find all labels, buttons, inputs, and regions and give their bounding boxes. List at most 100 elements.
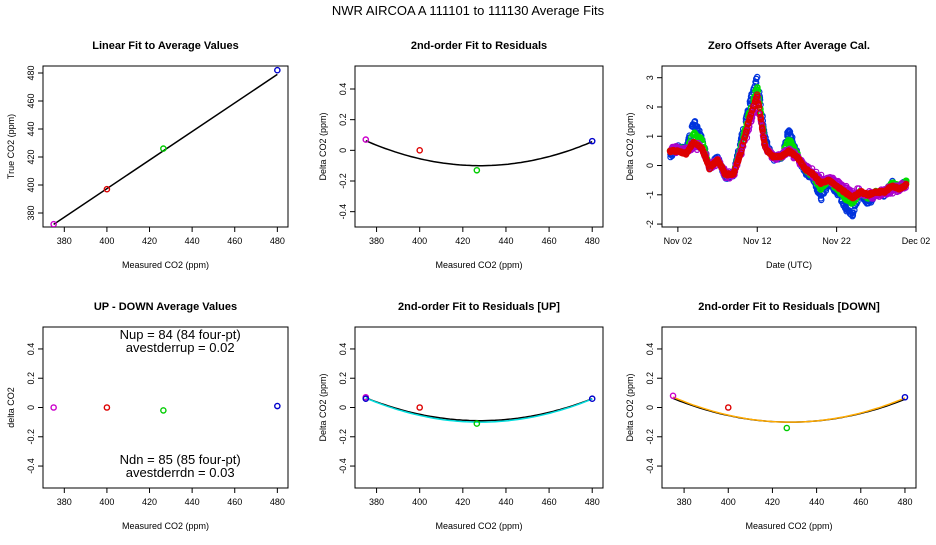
data-point [789,149,796,157]
plot-area [50,66,281,227]
y-tick-label: 0.4 [645,343,655,356]
y-tick-label: -0.2 [338,173,348,189]
y-tick-label: 3 [645,75,655,80]
data-point [103,404,111,411]
data-point [761,140,768,147]
x-tick-label: 440 [809,497,824,507]
panel-p2: 2nd-order Fit to Residuals 380 400 420 440 46… [318,40,604,270]
data-point [747,110,755,118]
x-axis-label: Measured CO2 (ppm) [745,521,832,531]
data-point [760,133,767,141]
x-axis-label: Date (UTC) [766,260,812,270]
panel-title: 2nd-order Fit to Residuals [DOWN] [698,301,880,313]
x-tick-label: 440 [185,236,200,246]
data-point [362,136,370,143]
x-tick-label: 420 [765,497,780,507]
panel-p6: 2nd-order Fit to Residuals [DOWN] 380 400 4… [625,301,917,531]
data-point [840,188,847,196]
data-point [691,129,698,136]
data-point [416,147,423,154]
annotation-1: avestderrup = 0.02 [126,340,235,355]
data-point [416,404,423,411]
panel-title: Zero Offsets After Average Cal. [708,40,870,52]
data-point [817,195,825,202]
data-point [732,165,739,172]
x-tick-label: 480 [585,236,600,246]
x-tick-label: 400 [412,497,427,507]
y-tick-label: -1 [645,191,655,199]
data-point [755,101,762,108]
panel-title: 2nd-order Fit to Residuals [411,40,547,52]
data-point [741,133,749,141]
data-point [473,420,481,427]
data-point [667,148,675,155]
data-point [757,113,764,120]
panel-p1: Linear Fit to Average Values 380 400 420 440… [6,40,289,270]
data-point [735,154,743,162]
y-tick-label: 1 [645,134,655,139]
y-tick-label: 0.2 [338,372,348,385]
plot-frame [42,65,289,228]
y-tick-label: 2 [645,104,655,109]
x-tick-label: 380 [369,497,384,507]
data-point [849,212,856,220]
x-tick-label: 480 [270,497,285,507]
data-point [737,149,745,156]
data-point [759,125,766,133]
data-point [783,424,791,432]
data-point [893,183,900,191]
data-point [678,148,685,156]
x-tick-label: 480 [270,236,285,246]
data-point [771,152,778,160]
annotation-3: avestderrdn = 0.03 [126,465,235,480]
data-point [693,123,700,130]
y-tick-label: 0 [338,148,348,153]
series-red [666,91,910,202]
data-point [822,178,829,185]
plot-area [362,393,596,427]
y-tick-label: 380 [26,205,36,220]
figure-title: NWR AIRCOA A 111101 to 111130 Average Fi… [332,3,605,18]
data-point [749,106,756,114]
annotation-2: Ndn = 85 (85 four-pt) [120,452,241,467]
data-point [274,402,281,410]
data-point [870,189,877,196]
data-point [881,189,888,196]
data-point [754,93,761,100]
x-axis-label: Measured CO2 (ppm) [122,260,209,270]
data-point [807,169,815,177]
data-point [867,189,875,197]
y-tick-label: 0.4 [338,83,348,96]
x-tick-label: 420 [142,236,157,246]
data-point [734,158,742,166]
data-point [588,137,596,145]
y-axis-label: Delta CO2 (ppm) [625,112,635,180]
x-tick-label: 460 [542,497,557,507]
y-tick-label: 0.2 [26,372,36,385]
y-axis-label: Delta CO2 (ppm) [318,112,328,180]
data-point [798,159,805,166]
data-point [697,144,704,151]
data-point [669,392,677,400]
data-point [901,393,909,401]
x-tick-label: 380 [369,236,384,246]
y-tick-label: 0.2 [645,372,655,385]
data-point [103,185,111,193]
panel-p3: Zero Offsets After Average Cal. Nov 02 Nov… [625,40,930,270]
y-tick-label: 460 [26,93,36,108]
plot-area [50,402,281,414]
x-tick-label: 460 [542,236,557,246]
data-point [843,206,851,213]
data-point [743,125,751,133]
data-point [785,128,792,135]
plot-area [669,392,909,432]
plot-area [362,136,596,174]
x-tick-label: 460 [853,497,868,507]
data-point [160,407,167,414]
data-point [722,170,729,178]
panel-p4: UP - DOWN Average Values 380 400 420 440 460 4… [6,301,289,531]
data-point [781,151,788,158]
y-tick-label: 0.4 [338,343,348,356]
